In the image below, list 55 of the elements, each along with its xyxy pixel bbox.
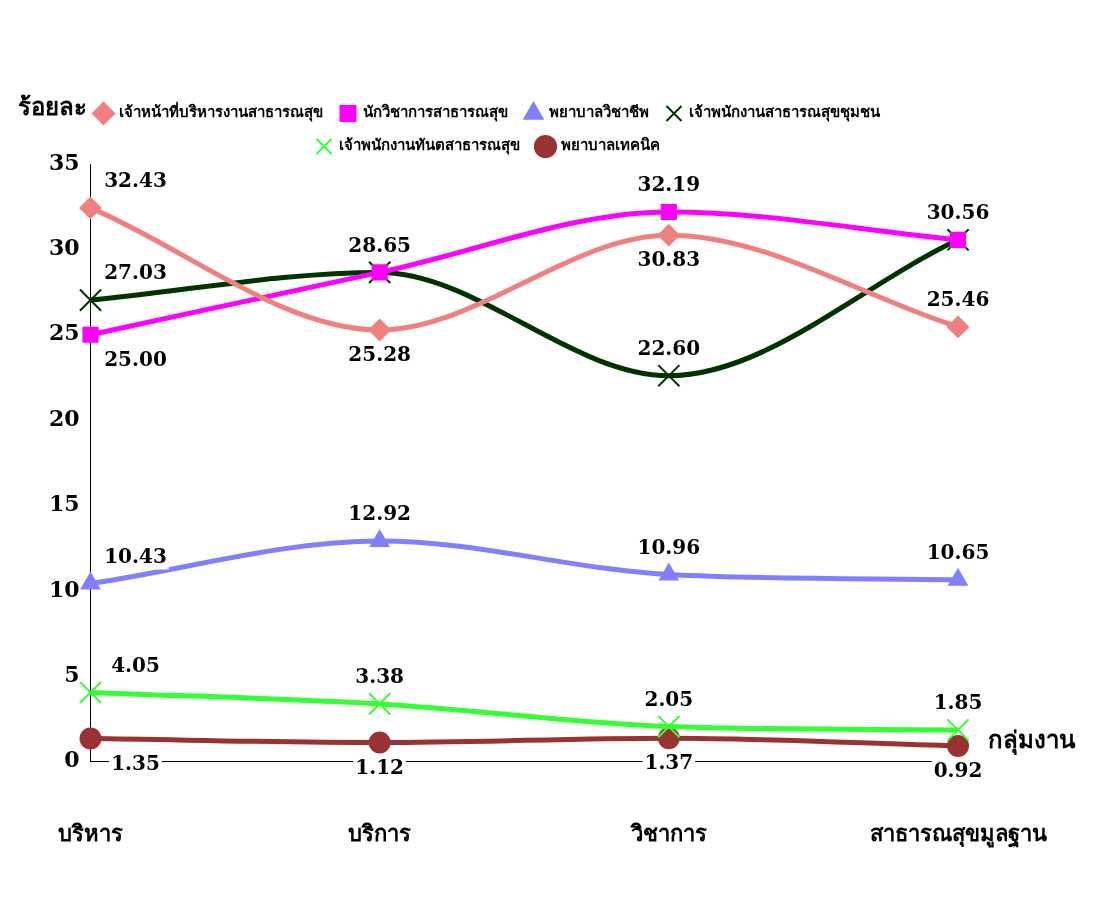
data-label: 30.83 — [637, 247, 701, 272]
data-label: 12.92 — [348, 501, 411, 526]
y-axis-title: ร้อยละ — [18, 92, 87, 122]
point — [79, 727, 102, 750]
legend-label: พยาบาลวิชาชีพ — [548, 103, 649, 122]
data-label: 2.05 — [644, 686, 694, 711]
x-tick-label: สาธารณสุขมูลฐาน — [869, 819, 1047, 848]
data-label: 25.28 — [348, 342, 411, 367]
point — [657, 224, 680, 247]
x-tick-label: บริหาร — [58, 819, 123, 846]
x-tick-label: บริการ — [348, 819, 412, 846]
data-label: 25.46 — [926, 287, 990, 312]
y-tick-label: 35 — [48, 148, 80, 175]
legend-label: เจ้าหน้าที่บริหารงานสาธารณสุข — [118, 101, 323, 123]
data-label: 28.65 — [348, 232, 411, 257]
data-label: 10.43 — [104, 543, 167, 568]
data-label: 10.96 — [637, 534, 701, 559]
data-label: 4.05 — [111, 652, 160, 677]
data-label: 10.65 — [926, 539, 990, 564]
point — [78, 680, 103, 705]
legend-label: เจ้าพนักงานสาธารณสุขชุมชน — [689, 103, 881, 123]
point — [657, 364, 681, 388]
y-tick-label: 25 — [48, 319, 80, 346]
data-label: 1.35 — [111, 750, 160, 775]
data-label: 3.38 — [355, 664, 405, 689]
data-label: 1.85 — [933, 690, 983, 715]
point — [368, 731, 391, 754]
legend-label: นักวิชาการสาธารณสุข — [363, 103, 508, 123]
legend-label: พยาบาลเทคนิค — [560, 136, 660, 155]
data-label: 32.19 — [637, 172, 701, 197]
data-label: 0.92 — [933, 758, 983, 783]
legend-label: เจ้าพนักงานทันตสาธารณสุข — [339, 136, 520, 156]
point — [947, 315, 969, 338]
point — [657, 714, 681, 739]
data-label: 1.37 — [644, 750, 694, 775]
point — [946, 718, 970, 742]
data-label: 30.56 — [926, 200, 990, 225]
y-tick-label: 20 — [48, 404, 80, 431]
x-tick-label: วิชาการ — [629, 819, 707, 846]
y-tick-label: 30 — [48, 234, 80, 261]
point — [368, 318, 391, 341]
x-axis-title: กลุ่มงาน — [988, 724, 1076, 756]
y-tick-label: 5 — [64, 660, 80, 687]
data-label: 32.43 — [104, 168, 167, 193]
y-tick-label: 10 — [48, 575, 80, 602]
point — [78, 288, 103, 312]
y-tick-label: 15 — [48, 490, 80, 517]
data-label: 25.00 — [104, 346, 167, 371]
data-label: 22.60 — [637, 335, 701, 360]
y-tick-label: 0 — [64, 746, 80, 773]
data-label: 27.03 — [104, 260, 167, 285]
point — [79, 196, 102, 219]
point — [947, 734, 969, 757]
data-label: 1.12 — [355, 754, 405, 779]
point — [368, 692, 392, 716]
